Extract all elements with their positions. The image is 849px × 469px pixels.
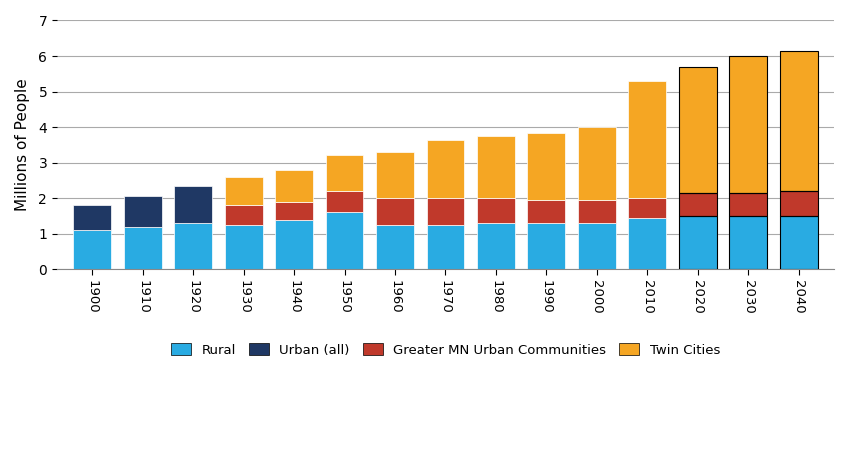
Bar — [679, 67, 717, 193]
Bar — [174, 186, 212, 223]
Bar — [578, 200, 616, 223]
Bar — [376, 198, 414, 225]
Bar — [527, 133, 565, 200]
Bar — [578, 223, 616, 269]
Bar — [628, 198, 666, 218]
Bar — [225, 205, 262, 225]
Bar — [426, 198, 464, 225]
Bar — [426, 140, 464, 198]
Bar — [779, 51, 818, 191]
Bar — [779, 191, 818, 216]
Bar — [477, 198, 514, 223]
Bar — [376, 225, 414, 269]
Bar — [679, 67, 717, 193]
Bar — [326, 191, 363, 212]
Bar — [779, 216, 818, 269]
Bar — [225, 225, 262, 269]
Bar — [779, 216, 818, 269]
Bar — [426, 225, 464, 269]
Bar — [779, 191, 818, 216]
Bar — [326, 155, 363, 191]
Bar — [679, 193, 717, 216]
Bar — [124, 227, 161, 269]
Bar — [779, 51, 818, 191]
Legend: Rural, Urban (all), Greater MN Urban Communities, Twin Cities: Rural, Urban (all), Greater MN Urban Com… — [166, 338, 725, 362]
Bar — [174, 223, 212, 269]
Bar — [679, 193, 717, 216]
Bar — [729, 216, 767, 269]
Bar — [729, 56, 767, 193]
Bar — [729, 193, 767, 216]
Bar — [729, 56, 767, 193]
Bar — [679, 216, 717, 269]
Bar — [275, 220, 313, 269]
Bar — [527, 223, 565, 269]
Bar — [275, 202, 313, 220]
Bar — [578, 127, 616, 200]
Bar — [73, 230, 111, 269]
Bar — [729, 193, 767, 216]
Bar — [628, 218, 666, 269]
Bar — [527, 200, 565, 223]
Bar — [225, 177, 262, 205]
Bar — [477, 136, 514, 198]
Bar — [679, 216, 717, 269]
Bar — [124, 197, 161, 227]
Bar — [477, 223, 514, 269]
Y-axis label: Millions of People: Millions of People — [15, 78, 30, 211]
Bar — [729, 216, 767, 269]
Bar — [275, 170, 313, 202]
Bar — [628, 81, 666, 198]
Bar — [73, 205, 111, 230]
Bar — [326, 212, 363, 269]
Bar — [376, 152, 414, 198]
